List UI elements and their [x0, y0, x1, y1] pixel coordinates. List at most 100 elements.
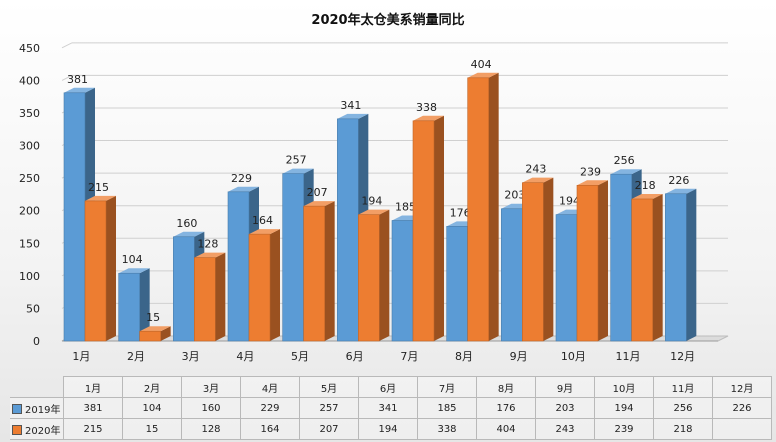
- bar-series2: [84, 195, 116, 342]
- table-header-cell: 3月: [181, 376, 241, 398]
- bar-series1: [118, 268, 150, 342]
- table-header-cell: 11月: [653, 376, 713, 398]
- data-label: 104: [122, 253, 143, 266]
- table-cell: 164: [240, 418, 300, 440]
- table-cell: 160: [181, 397, 241, 419]
- legend-entry: 2020年: [10, 418, 64, 440]
- table-row: 2020年 215 15 128 164 207 194 338 404 243 239 218: [10, 418, 772, 440]
- table-header-cell: 8月: [476, 376, 536, 398]
- table-cell: 218: [653, 418, 713, 440]
- bar-series2: [303, 201, 335, 342]
- table-header-cell: 4月: [240, 376, 300, 398]
- data-label: 194: [361, 195, 382, 208]
- table-cell: 226: [712, 397, 772, 419]
- table-cell: 404: [476, 418, 536, 440]
- table-cell: 256: [653, 397, 713, 419]
- legend-swatch: [12, 424, 22, 435]
- x-tick-label: 4月: [236, 350, 254, 363]
- x-tick-label: 5月: [291, 350, 309, 363]
- bar-series2: [194, 252, 226, 342]
- data-label: 194: [559, 195, 580, 208]
- x-tick-label: 3月: [182, 350, 200, 363]
- x-tick-label: 8月: [455, 350, 473, 363]
- bar-series1: [665, 188, 697, 342]
- table-cell: 203: [535, 397, 595, 419]
- table-cell: 176: [476, 397, 536, 419]
- x-tick-label: 12月: [670, 350, 695, 363]
- legend-label: 2020年: [25, 425, 61, 437]
- chart-title: 2020年太仓美系销量同比: [311, 13, 465, 28]
- data-label: 338: [416, 101, 437, 114]
- data-label: 164: [252, 214, 273, 227]
- table-header-cell: 7月: [417, 376, 477, 398]
- table-header-cell: 12月: [712, 376, 772, 398]
- y-tick-label: 150: [19, 237, 40, 250]
- x-tick-label: 1月: [72, 350, 90, 363]
- y-tick-label: 300: [19, 140, 40, 153]
- table-cell: 341: [358, 397, 418, 419]
- x-tick-label: 7月: [400, 350, 418, 363]
- table-cell: 128: [181, 418, 241, 440]
- x-tick-label: 11月: [616, 350, 641, 363]
- data-label: 257: [286, 154, 307, 167]
- data-label: 226: [668, 174, 689, 187]
- table-cell: 15: [122, 418, 182, 440]
- y-tick-label: 250: [19, 172, 40, 185]
- table-cell: 215: [63, 418, 123, 440]
- data-label: 341: [340, 99, 361, 112]
- data-label: 229: [231, 172, 252, 185]
- gridline: [61, 42, 728, 49]
- gridline: [61, 74, 728, 81]
- data-label: 128: [197, 238, 218, 251]
- x-tick-label: 6月: [346, 350, 364, 363]
- bar-series2: [576, 180, 608, 342]
- y-tick-label: 450: [19, 42, 40, 55]
- data-table: 1月 2月 3月 4月 5月 6月 7月 8月 9月 10月 11月 12月 2019年 381 104 16…: [10, 376, 772, 440]
- table-header-cell: 2月: [122, 376, 182, 398]
- y-tick-label: 50: [26, 302, 40, 315]
- gridline: [61, 107, 728, 114]
- legend-entry: 2019年: [10, 397, 64, 419]
- table-cell: 194: [358, 418, 418, 440]
- table-cell: 239: [594, 418, 654, 440]
- data-label: 256: [614, 154, 635, 167]
- x-tick-label: 10月: [561, 350, 586, 363]
- data-label: 185: [395, 200, 416, 213]
- data-label: 218: [635, 179, 656, 192]
- table-cell: 257: [299, 397, 359, 419]
- table-cell: 194: [594, 397, 654, 419]
- x-tick-label: 2月: [127, 350, 145, 363]
- legend-label: 2019年: [25, 404, 61, 416]
- bar-series2: [467, 72, 499, 342]
- table-row: 2019年 381 104 160 229 257 341 185 176 203 194 256 22…: [10, 397, 772, 419]
- table-cell: 381: [63, 397, 123, 419]
- y-tick-label: 100: [19, 270, 40, 283]
- bar-series2: [139, 326, 171, 342]
- bar-series2: [412, 115, 444, 342]
- bar-series2: [248, 229, 280, 342]
- data-label: 215: [88, 181, 109, 194]
- y-tick-label: 350: [19, 107, 40, 120]
- chart-plot: 0 50 100 150 200 250 300 350 400 450 1月 2月 3月 4月 5月 6月 7…: [19, 42, 729, 363]
- table-cell: 185: [417, 397, 477, 419]
- data-label: 239: [580, 165, 601, 178]
- bar-series2: [522, 177, 554, 342]
- y-tick-label: 0: [33, 335, 40, 348]
- gridline: [61, 140, 728, 146]
- data-label: 203: [504, 189, 525, 202]
- data-label: 160: [176, 217, 197, 230]
- table-cell: 338: [417, 418, 477, 440]
- data-label: 207: [307, 186, 328, 199]
- data-label: 243: [525, 163, 546, 176]
- bar-series2: [358, 209, 390, 342]
- table-cell: 207: [299, 418, 359, 440]
- table-header-cell: 5月: [299, 376, 359, 398]
- table-cell: 229: [240, 397, 300, 419]
- table-header-cell: 1月: [63, 376, 123, 398]
- bar-series2: [631, 193, 663, 342]
- table-cell: [712, 418, 772, 440]
- table-cell: 104: [122, 397, 182, 419]
- data-label: 404: [471, 58, 492, 71]
- table-cell: 243: [535, 418, 595, 440]
